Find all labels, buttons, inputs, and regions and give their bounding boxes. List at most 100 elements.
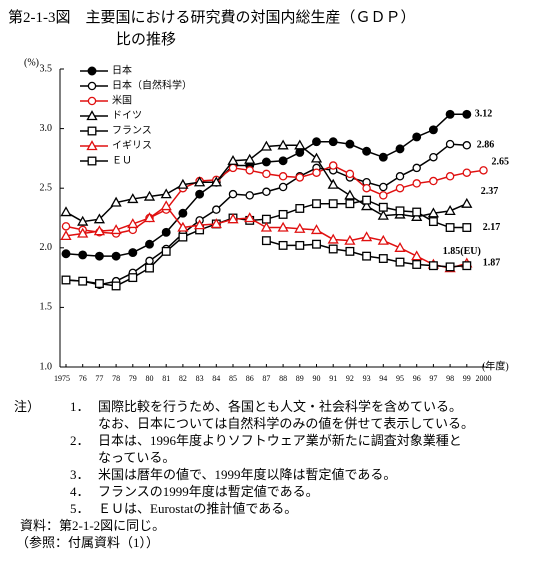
data-point	[93, 225, 106, 236]
data-point	[294, 139, 306, 150]
data-point	[94, 251, 104, 261]
data-point	[127, 193, 139, 204]
data-point	[360, 231, 373, 242]
data-point	[377, 209, 389, 220]
notes-head: 注）	[14, 399, 41, 414]
x-tick-label: 99	[463, 374, 471, 383]
x-tick-label: 87	[262, 374, 270, 383]
data-point	[395, 144, 405, 154]
data-point	[378, 254, 388, 263]
data-point	[277, 221, 289, 232]
reference: （参照：付属資料（1））	[16, 535, 160, 550]
data-point	[312, 137, 321, 147]
data-point	[462, 141, 472, 150]
data-point	[261, 236, 271, 246]
data-point	[128, 273, 138, 283]
data-point	[110, 224, 122, 235]
data-point	[344, 189, 356, 200]
legend-marker	[87, 81, 97, 91]
data-point	[262, 187, 271, 197]
x-tick-label: 85	[229, 374, 237, 383]
x-tick-label: 93	[363, 374, 371, 383]
data-point	[412, 207, 422, 217]
data-point	[244, 153, 256, 164]
data-label: 2.37	[481, 186, 499, 197]
data-point	[278, 182, 288, 192]
data-point	[177, 221, 189, 232]
data-point	[178, 208, 188, 218]
data-point	[228, 189, 238, 199]
data-point	[195, 189, 205, 199]
legend-marker	[87, 126, 97, 136]
legend-label: 日本（自然科学）	[112, 78, 192, 91]
legend-label: 米国	[112, 93, 132, 106]
data-point	[178, 232, 188, 242]
y-tick-label: 2.0	[40, 242, 53, 253]
data-point	[193, 176, 206, 187]
data-point	[143, 190, 156, 201]
data-point	[445, 109, 455, 119]
data-point	[428, 217, 438, 227]
x-tick-label: 76	[79, 374, 87, 383]
data-point	[260, 221, 273, 232]
note-number: 3．	[70, 467, 90, 482]
legend-label: 日本	[112, 63, 132, 76]
data-point	[445, 223, 455, 232]
data-point	[344, 234, 356, 245]
data-point	[260, 140, 273, 151]
data-point	[412, 163, 421, 173]
note-row: なっている。	[14, 449, 474, 466]
data-point	[61, 275, 71, 285]
data-point	[145, 263, 154, 273]
data-point	[312, 239, 321, 249]
legend-marker	[87, 156, 97, 166]
x-tick-label: 81	[162, 374, 170, 383]
note-row: 注） 1． 国際比較を行うため、各国とも人文・社会科学を含めている。	[14, 398, 474, 415]
data-point	[245, 191, 254, 200]
data-point	[193, 219, 206, 230]
data-point	[345, 139, 355, 149]
data-point	[111, 251, 121, 261]
data-point	[111, 281, 121, 291]
data-point	[429, 152, 438, 162]
note-row: 4． フランスの1999年度は暫定値である。	[14, 483, 474, 500]
data-point	[212, 205, 221, 214]
data-point	[210, 176, 222, 187]
data-point	[312, 199, 321, 209]
data-point	[327, 233, 339, 244]
data-point	[110, 196, 122, 207]
data-point	[60, 230, 72, 241]
y-tick-label: 1.5	[40, 302, 53, 313]
data-point	[345, 169, 355, 179]
note-text: ＥＵは、Eurostatの推計値である。	[98, 501, 298, 516]
chart: (%) (年度) 1.0 1.5 2.0 2.5 3.0 3.5 1975 76 77 78 79 8…	[24, 57, 509, 383]
data-point	[228, 163, 238, 173]
data-point	[94, 279, 104, 289]
data-point	[128, 248, 138, 258]
note-number: 4．	[70, 484, 90, 499]
data-point	[278, 172, 288, 181]
data-point	[177, 178, 189, 189]
data-point	[445, 172, 455, 181]
y-axis-label: (%)	[24, 57, 39, 68]
data-point	[328, 137, 338, 147]
data-point	[394, 241, 406, 252]
data-point	[395, 257, 405, 267]
data-point	[395, 172, 405, 181]
data-point	[210, 218, 222, 229]
x-axis-label: (年度)	[482, 359, 509, 372]
data-point	[261, 157, 271, 167]
legend-label: イギリス	[112, 139, 152, 151]
data-point	[160, 200, 172, 211]
data-point	[161, 246, 171, 256]
data-point	[345, 246, 355, 256]
data-point	[362, 183, 371, 193]
data-point	[395, 183, 405, 193]
data-point	[412, 132, 422, 142]
legend-label: ドイツ	[112, 110, 142, 121]
y-tick-label: 3.0	[40, 123, 53, 134]
data-point	[412, 179, 421, 188]
data-point	[262, 169, 271, 179]
data-label: 2.17	[483, 222, 501, 233]
x-tick-label: 82	[179, 374, 187, 383]
